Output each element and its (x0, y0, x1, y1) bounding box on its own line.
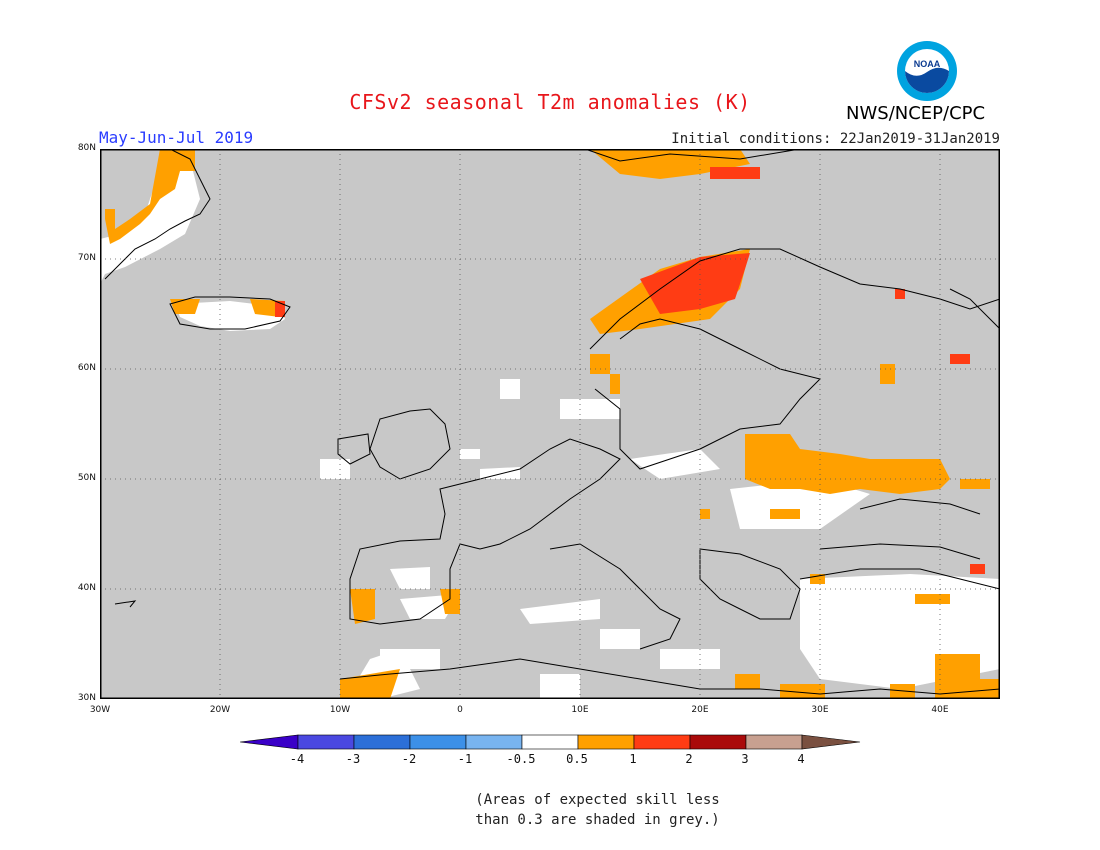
colorbar-label: 2 (685, 752, 693, 766)
lon-label: 40E (931, 705, 949, 715)
colorbar-left-arrow (239, 734, 299, 750)
lon-label: 0 (457, 705, 463, 715)
lat-label: 60N (77, 363, 96, 373)
colorbar-label: -2 (401, 752, 417, 766)
lon-label: 30W (89, 705, 111, 715)
lat-label: 50N (77, 473, 96, 483)
lon-label: 20E (691, 705, 709, 715)
lon-label: 10W (329, 705, 351, 715)
lat-label: 80N (77, 143, 96, 153)
colorbar-right-arrow (801, 734, 861, 750)
lon-label: 20W (209, 705, 231, 715)
lon-label: 30E (811, 705, 829, 715)
graticule (100, 149, 1000, 699)
skill-note-line2: than 0.3 are shaded in grey.) (475, 812, 720, 828)
skill-note-line1: (Areas of expected skill less (475, 792, 720, 808)
colorbar-segment (689, 734, 747, 750)
lat-label: 40N (77, 583, 96, 593)
colorbar-segment (353, 734, 411, 750)
colorbar-label: -3 (345, 752, 361, 766)
colorbar-segment (633, 734, 691, 750)
colorbar-label: -1 (457, 752, 473, 766)
anomaly-map (100, 148, 1001, 709)
colorbar-segment (409, 734, 467, 750)
lon-label: 10E (571, 705, 589, 715)
logo-text: NOAA (914, 59, 941, 69)
colorbar-label: 0.5 (566, 752, 588, 766)
colorbar-label: 3 (741, 752, 749, 766)
colorbar-segment (297, 734, 355, 750)
colorbar-segment (745, 734, 803, 750)
colorbar-segment (465, 734, 523, 750)
red-orange-regions (275, 167, 985, 574)
map-frame (100, 149, 1000, 699)
noaa-logo: NOAA (896, 40, 958, 102)
colorbar-segment (521, 734, 579, 750)
lat-label: 30N (77, 693, 96, 703)
colorbar-label: -4 (289, 752, 305, 766)
forecast-period: May-Jun-Jul 2019 (99, 128, 254, 147)
lat-label: 70N (77, 253, 96, 263)
colorbar-label: -0.5 (506, 752, 536, 766)
colorbar-segment (577, 734, 635, 750)
initial-conditions: Initial conditions: 22Jan2019-31Jan2019 (671, 131, 1000, 147)
agency-label: NWS/NCEP/CPC (846, 103, 986, 124)
colorbar (239, 733, 862, 755)
colorbar-label: 4 (797, 752, 805, 766)
map-title: CFSv2 seasonal T2m anomalies (K) (349, 90, 751, 114)
colorbar-label: 1 (629, 752, 637, 766)
